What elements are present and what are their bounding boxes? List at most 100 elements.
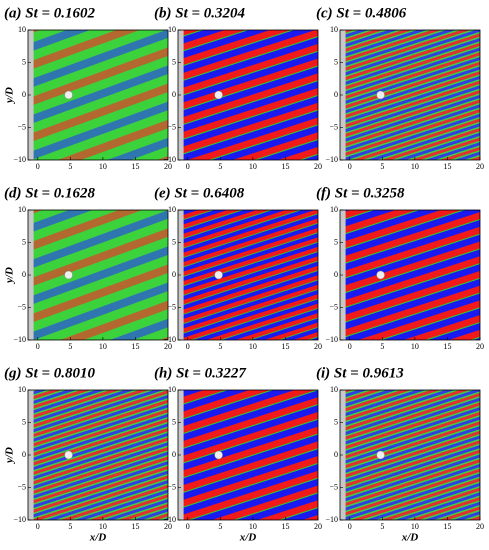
y-tick-label: 5: [334, 237, 338, 246]
x-axis-label: x/D: [89, 532, 107, 544]
x-tick-label: 20: [476, 522, 484, 531]
y-tick-label: 5: [22, 57, 26, 66]
y-tick-label: 5: [172, 57, 176, 66]
x-tick-label: 5: [380, 342, 384, 351]
x-tick-label: 15: [443, 342, 451, 351]
x-tick-label: 20: [476, 342, 484, 351]
y-tick-label: 10: [168, 25, 176, 34]
panel-title: (g) St = 0.8010: [4, 365, 96, 381]
y-tick-label: −10: [163, 335, 176, 344]
x-tick-label: 15: [281, 162, 289, 171]
cylinder: [64, 450, 73, 460]
y-tick-label: 5: [172, 417, 176, 426]
x-tick-label: 15: [131, 522, 139, 531]
x-tick-label: 10: [411, 342, 419, 351]
panel-title: (e) St = 0.6408: [154, 185, 245, 201]
x-tick-label: 0: [186, 522, 190, 531]
x-tick-label: 0: [36, 522, 40, 531]
y-tick-label: 5: [334, 417, 338, 426]
contour-field: [28, 30, 168, 160]
x-tick-label: 10: [99, 342, 107, 351]
y-tick-label: 10: [18, 385, 26, 394]
y-tick-label: 0: [334, 450, 338, 459]
y-tick-label: 0: [22, 270, 26, 279]
y-tick-label: 0: [172, 270, 176, 279]
y-tick-label: −10: [325, 155, 338, 164]
x-tick-label: 10: [411, 162, 419, 171]
y-tick-label: 0: [334, 270, 338, 279]
y-tick-label: −5: [17, 302, 26, 311]
x-tick-label: 20: [476, 162, 484, 171]
x-axis-label: x/D: [401, 532, 419, 544]
x-tick-label: 5: [68, 342, 72, 351]
x-axis-label: x/D: [239, 532, 257, 544]
x-tick-label: 20: [164, 342, 172, 351]
y-tick-label: −5: [329, 122, 338, 131]
x-tick-label: 0: [348, 342, 352, 351]
x-tick-label: 0: [348, 522, 352, 531]
y-tick-label: −10: [13, 515, 26, 524]
y-tick-label: −10: [163, 515, 176, 524]
y-axis-label: y/D: [4, 267, 16, 285]
panel-title: (i) St = 0.9613: [316, 365, 404, 381]
x-tick-label: 5: [68, 522, 72, 531]
cylinder: [64, 90, 73, 100]
y-tick-label: −10: [163, 155, 176, 164]
contour-field: [178, 210, 318, 340]
cylinder: [64, 270, 73, 280]
y-tick-label: 10: [18, 205, 26, 214]
x-tick-label: 10: [99, 522, 107, 531]
x-tick-label: 5: [68, 162, 72, 171]
y-tick-label: −5: [17, 482, 26, 491]
contour-field: [28, 210, 168, 340]
panel-title: (f) St = 0.3258: [316, 185, 405, 201]
x-tick-label: 15: [281, 522, 289, 531]
x-tick-label: 10: [99, 162, 107, 171]
x-tick-label: 0: [36, 162, 40, 171]
x-tick-label: 10: [249, 342, 257, 351]
x-tick-label: 20: [164, 162, 172, 171]
x-tick-label: 5: [218, 162, 222, 171]
y-tick-label: 5: [334, 57, 338, 66]
y-tick-label: −5: [167, 122, 176, 131]
y-tick-label: −5: [329, 482, 338, 491]
x-tick-label: 15: [443, 522, 451, 531]
x-tick-label: 15: [281, 342, 289, 351]
x-tick-label: 20: [314, 342, 322, 351]
cylinder: [376, 90, 385, 100]
y-tick-label: −10: [13, 335, 26, 344]
contour-field: [178, 390, 318, 520]
cylinder: [214, 450, 223, 460]
y-tick-label: −5: [167, 482, 176, 491]
panel-title: (d) St = 0.1628: [4, 185, 96, 201]
x-tick-label: 20: [314, 162, 322, 171]
y-tick-label: −10: [13, 155, 26, 164]
cylinder: [214, 270, 223, 280]
x-tick-label: 15: [131, 342, 139, 351]
cylinder: [376, 450, 385, 460]
x-tick-label: 15: [131, 162, 139, 171]
x-tick-label: 0: [186, 342, 190, 351]
x-tick-label: 20: [164, 522, 172, 531]
y-axis-label: y/D: [4, 87, 16, 105]
cylinder: [214, 90, 223, 100]
x-tick-label: 5: [218, 522, 222, 531]
y-tick-label: 5: [22, 417, 26, 426]
y-tick-label: 0: [172, 450, 176, 459]
x-tick-label: 5: [380, 522, 384, 531]
y-tick-label: 5: [172, 237, 176, 246]
x-tick-label: 10: [249, 522, 257, 531]
y-tick-label: 10: [18, 25, 26, 34]
x-tick-label: 0: [36, 342, 40, 351]
contour-field: [340, 390, 480, 520]
cylinder: [376, 270, 385, 280]
y-tick-label: 0: [22, 90, 26, 99]
y-tick-label: −10: [325, 335, 338, 344]
panel-title: (h) St = 0.3227: [154, 365, 246, 381]
y-tick-label: 10: [168, 385, 176, 394]
y-tick-label: −5: [167, 302, 176, 311]
x-tick-label: 10: [411, 522, 419, 531]
y-tick-label: 0: [172, 90, 176, 99]
x-tick-label: 20: [314, 522, 322, 531]
y-tick-label: 0: [22, 450, 26, 459]
